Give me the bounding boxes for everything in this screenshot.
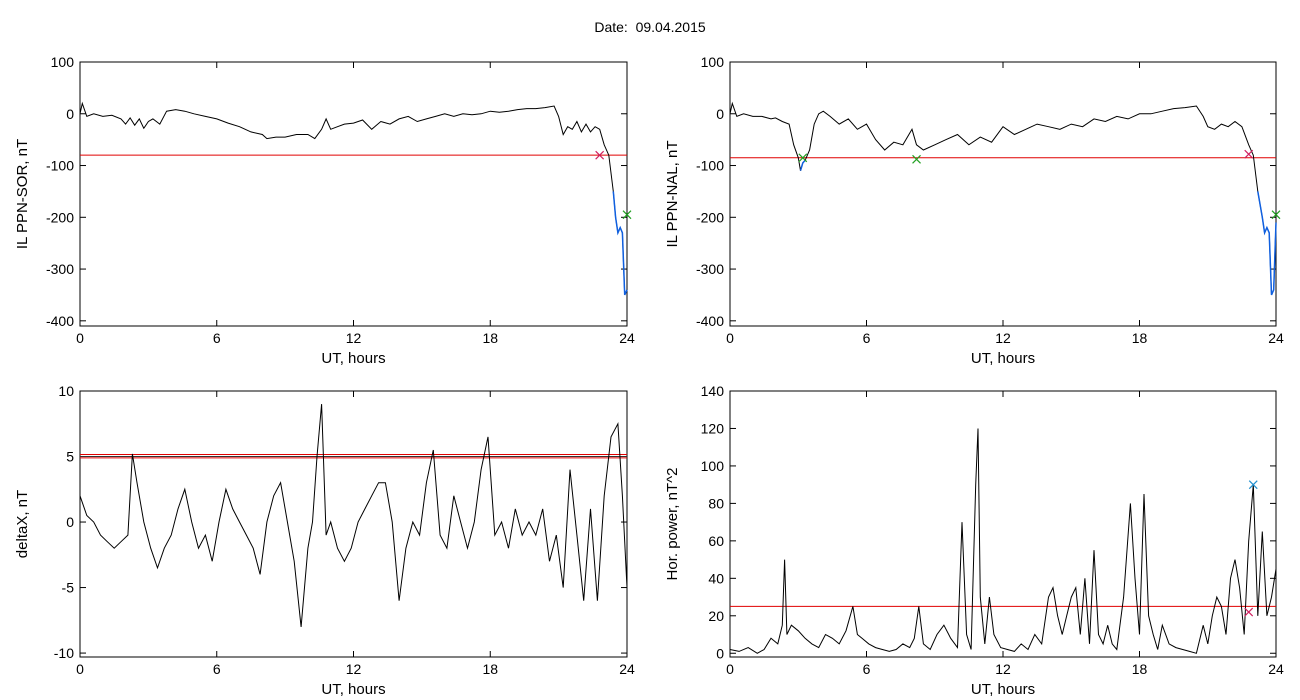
x-tick-label: 24: [619, 330, 635, 346]
x-tick-label: 6: [213, 330, 221, 346]
x-marker: [1244, 149, 1254, 159]
series-highlight: [799, 159, 806, 171]
x-marker-stroke: [798, 153, 808, 163]
y-axis-label: Hor. power, nT^2: [664, 468, 681, 581]
x-tick-label: 12: [995, 661, 1011, 677]
y-tick-label: -200: [696, 209, 724, 225]
y-tick-label: -100: [46, 158, 74, 174]
x-tick-label: 12: [346, 330, 362, 346]
y-tick-label: 0: [716, 106, 724, 122]
x-marker: [595, 150, 605, 160]
x-axis-label: UT, hours: [971, 350, 1035, 367]
x-marker-stroke: [595, 150, 605, 160]
y-tick-label: -200: [46, 209, 74, 225]
x-tick-label: 24: [1268, 330, 1284, 346]
x-marker-stroke: [622, 210, 632, 220]
x-tick-label: 6: [863, 330, 871, 346]
y-tick-label: 0: [66, 514, 74, 530]
x-tick-label: 6: [863, 661, 871, 677]
x-marker: [798, 153, 808, 163]
x-tick-label: 0: [726, 330, 734, 346]
series-line: [79, 101, 628, 296]
y-tick-label: -10: [54, 645, 74, 661]
x-tick-label: 6: [213, 661, 221, 677]
x-tick-label: 0: [76, 330, 84, 346]
series-highlight: [612, 191, 628, 296]
x-tick-label: 0: [76, 661, 84, 677]
x-marker-stroke: [1271, 210, 1281, 220]
panel-deltax: 0 6 12 18 24 10 5 0 -5 -10 UT, hours deltaX, nT: [14, 383, 635, 698]
y-axis-label: deltaX, nT: [14, 490, 31, 558]
panel-hor-power: 0 6 12 18 24 140 120 100 80 60 40 20 0 UT, hours Hor. …: [664, 383, 1284, 698]
x-tick-label: 12: [995, 330, 1011, 346]
y-tick-label: 0: [716, 645, 724, 661]
page-title: Date: 09.04.2015: [594, 19, 706, 35]
x-tick-label: 24: [1268, 661, 1284, 677]
y-axis-label: IL PPN-SOR, nT: [14, 139, 31, 249]
y-tick-label: -400: [696, 313, 724, 329]
plot-frame: [79, 61, 628, 327]
x-tick-label: 12: [346, 661, 362, 677]
x-tick-label: 18: [482, 330, 498, 346]
series-highlight: [1257, 191, 1277, 296]
y-tick-label: 40: [708, 570, 724, 586]
y-tick-label: -300: [46, 261, 74, 277]
y-tick-label: 60: [708, 533, 724, 549]
x-marker: [1244, 607, 1254, 617]
y-tick-label: -400: [46, 313, 74, 329]
y-tick-label: -5: [62, 580, 75, 596]
series-line: [79, 404, 628, 627]
y-tick-label: 5: [66, 449, 74, 465]
x-axis-label: UT, hours: [321, 350, 385, 367]
y-tick-label: 80: [708, 495, 724, 511]
plot-frame: [729, 61, 1277, 327]
panel-ppn-nal: 0 6 12 18 24 100 0 -100 -200 -300 -400 UT, hours IL …: [664, 54, 1284, 367]
x-marker: [1248, 480, 1258, 490]
y-axis-label: IL PPN-NAL, nT: [664, 141, 681, 248]
plot-frame: [729, 390, 1277, 658]
y-tick-label: 20: [708, 608, 724, 624]
y-tick-label: 120: [701, 420, 725, 436]
x-marker-stroke: [1244, 607, 1254, 617]
y-tick-label: 100: [701, 458, 725, 474]
y-tick-label: 10: [58, 383, 74, 399]
y-tick-label: -100: [696, 158, 724, 174]
series-line: [729, 428, 1277, 654]
x-tick-label: 18: [482, 661, 498, 677]
x-marker: [912, 154, 921, 164]
x-tick-label: 0: [726, 661, 734, 677]
x-axis-label: UT, hours: [321, 681, 385, 698]
x-tick-label: 24: [619, 661, 635, 677]
panel-ppn-sor: 0 6 12 18 24 100 0 -100 -200 -300 -400 UT, hours IL …: [14, 54, 635, 367]
x-marker: [1271, 210, 1281, 220]
y-tick-label: 0: [66, 106, 74, 122]
y-tick-label: 100: [51, 54, 75, 70]
x-axis-label: UT, hours: [971, 681, 1035, 698]
y-tick-label: 140: [701, 383, 725, 399]
x-marker: [622, 210, 632, 220]
x-marker-stroke: [912, 154, 921, 164]
y-tick-label: -300: [696, 261, 724, 277]
y-tick-label: 100: [701, 54, 725, 70]
x-marker-stroke: [1248, 480, 1258, 490]
x-marker-stroke: [1244, 149, 1254, 159]
x-tick-label: 18: [1132, 330, 1148, 346]
x-tick-label: 18: [1132, 661, 1148, 677]
series-line: [729, 101, 1277, 296]
